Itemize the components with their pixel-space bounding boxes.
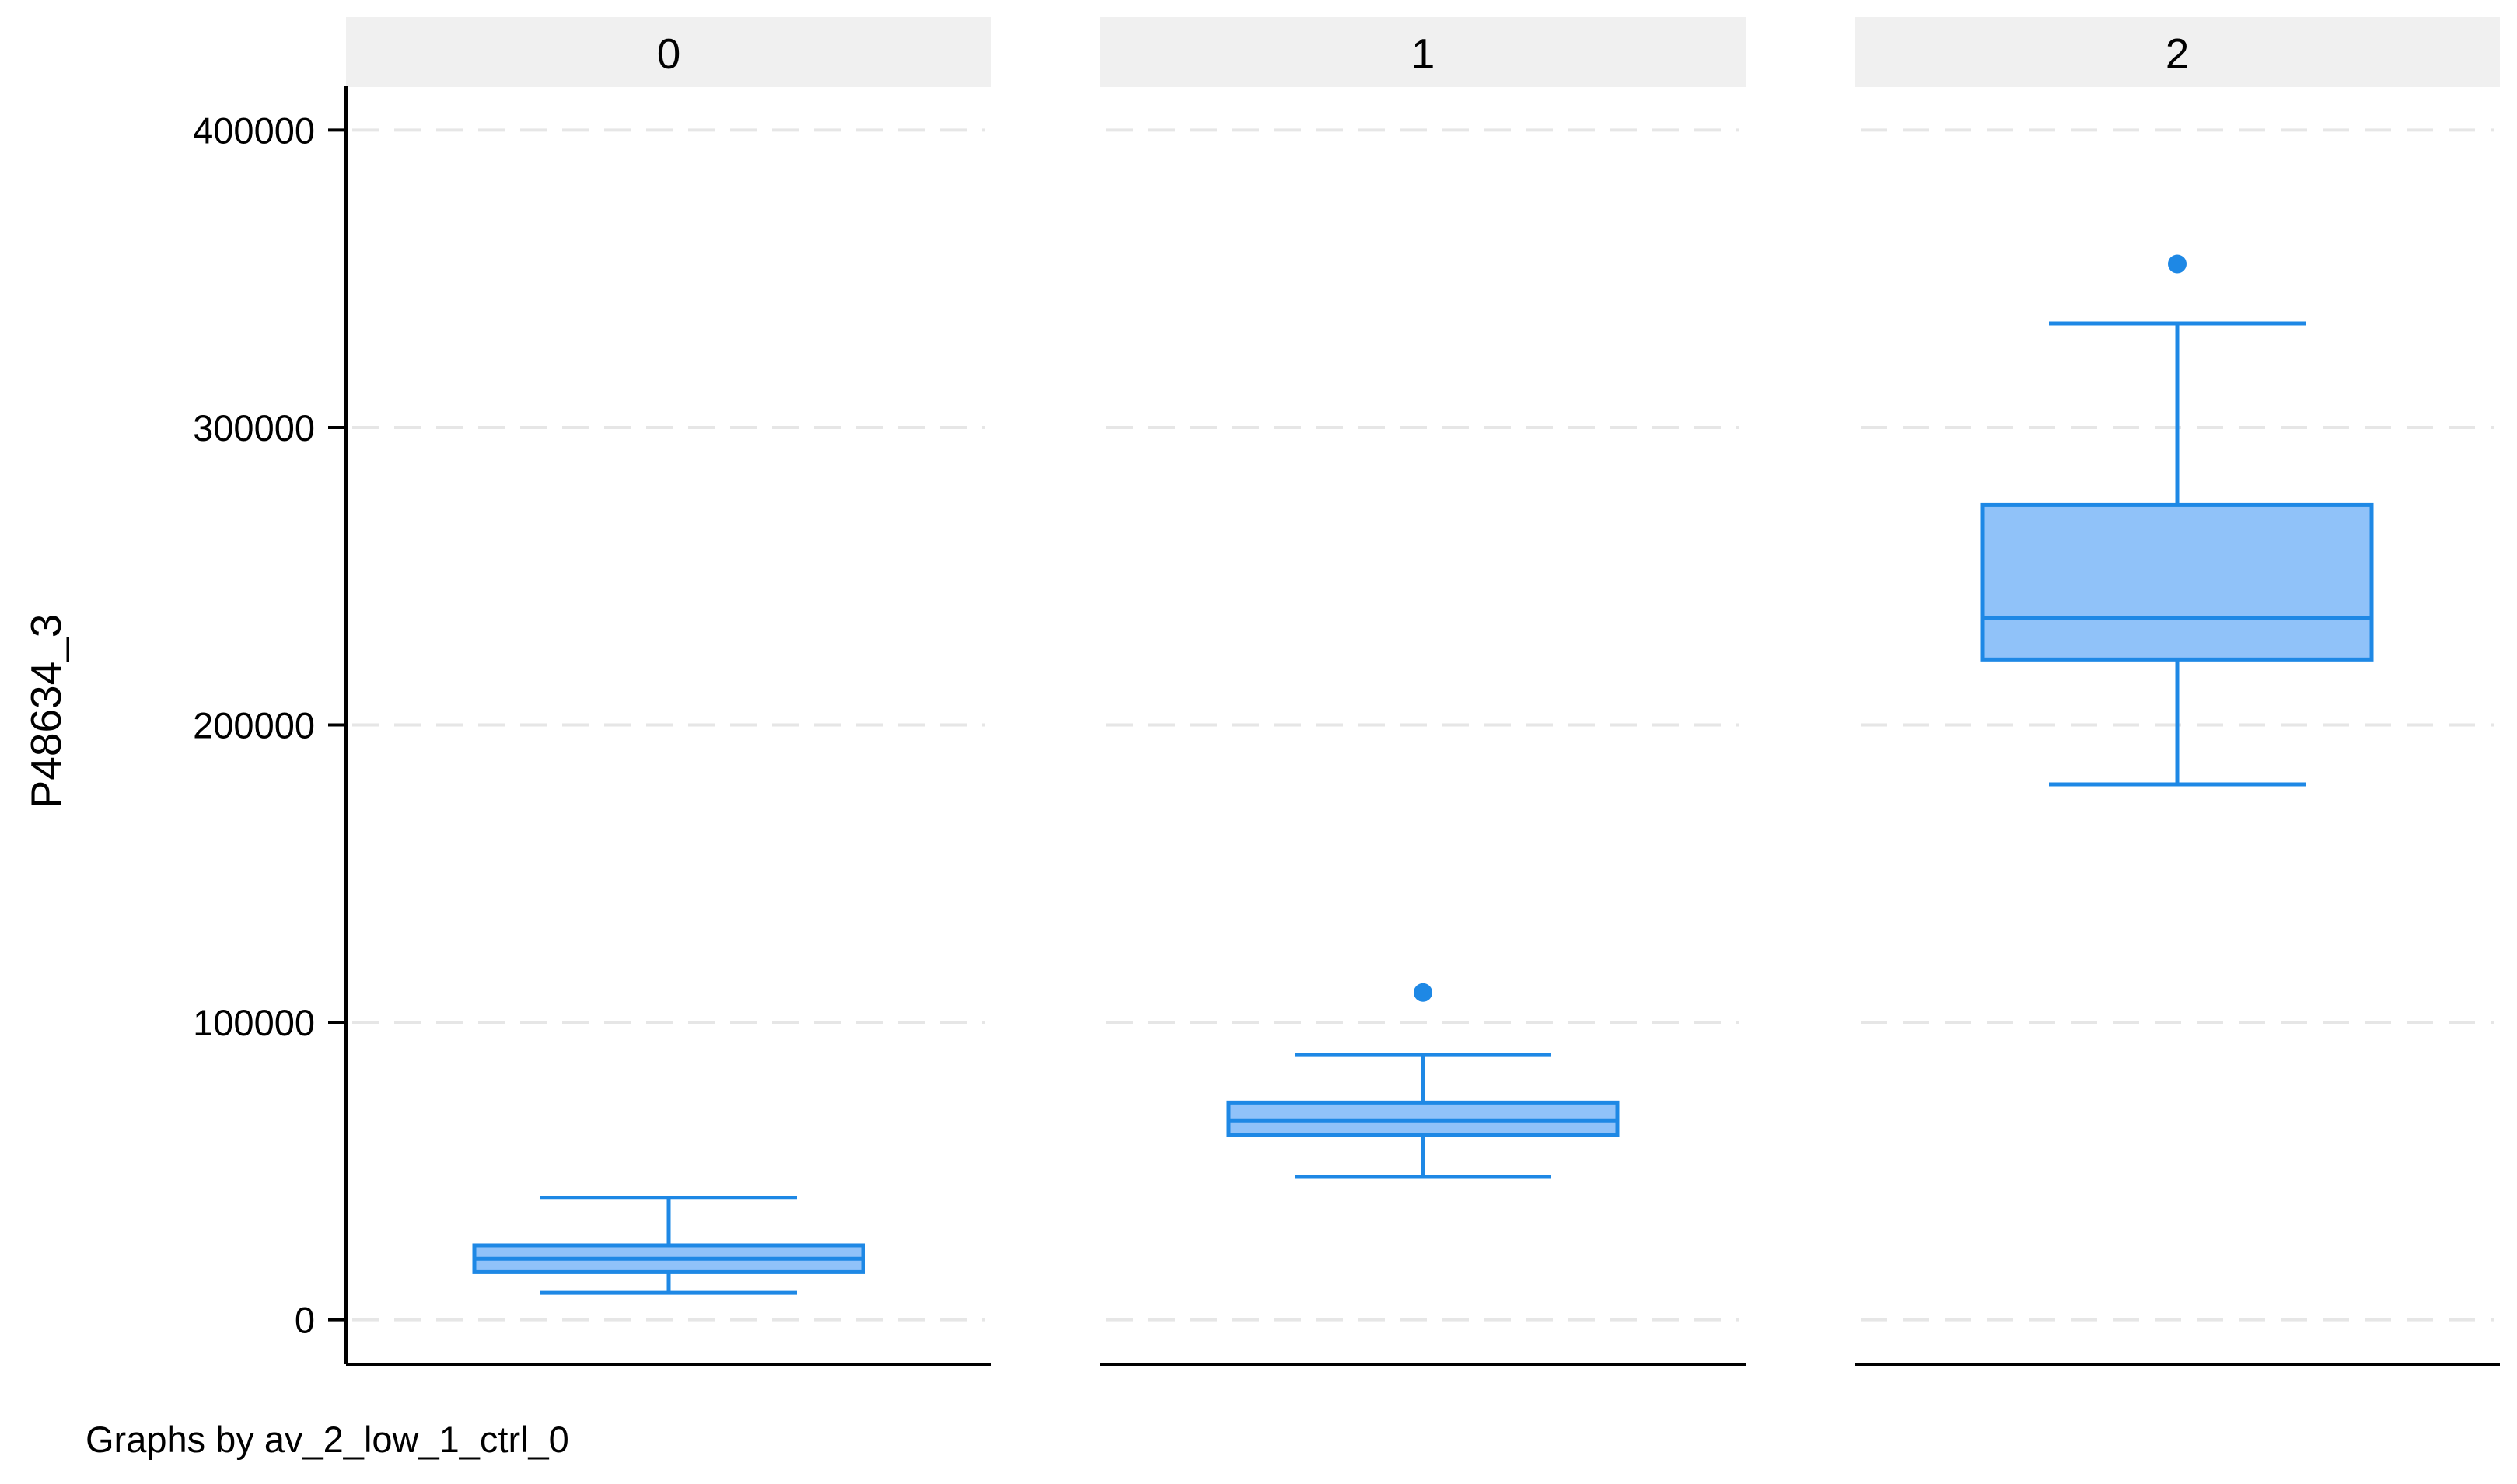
y-tick-label: 100000 — [193, 1002, 315, 1043]
outlier-point — [2168, 254, 2187, 274]
graphs-by-note: Graphs by av_2_low_1_ctrl_0 — [86, 1419, 569, 1460]
panel-strip-label: 2 — [2166, 30, 2190, 78]
panels: 0 1 2 — [346, 17, 2500, 1366]
y-tick-label: 0 — [295, 1300, 315, 1341]
panel-0: 0 — [346, 17, 991, 1366]
y-axis-label: P48634_3 — [22, 614, 70, 809]
y-tick-label: 200000 — [193, 705, 315, 746]
y-tick-label: 400000 — [193, 110, 315, 151]
panel-1: 1 — [1100, 17, 1746, 1366]
y-axis: 0 100000 200000 300000 400000 — [193, 86, 348, 1364]
panel-strip — [346, 17, 991, 87]
y-tick-label: 300000 — [193, 407, 315, 449]
panel-strip — [1100, 17, 1746, 87]
box-iqr — [1980, 502, 2374, 662]
panel-strip — [1855, 17, 2500, 87]
outlier-point — [1414, 983, 1432, 1002]
panel-strip-label: 1 — [1411, 30, 1435, 78]
panel-strip-label: 0 — [657, 30, 681, 78]
panel-2: 2 — [1855, 17, 2500, 1366]
